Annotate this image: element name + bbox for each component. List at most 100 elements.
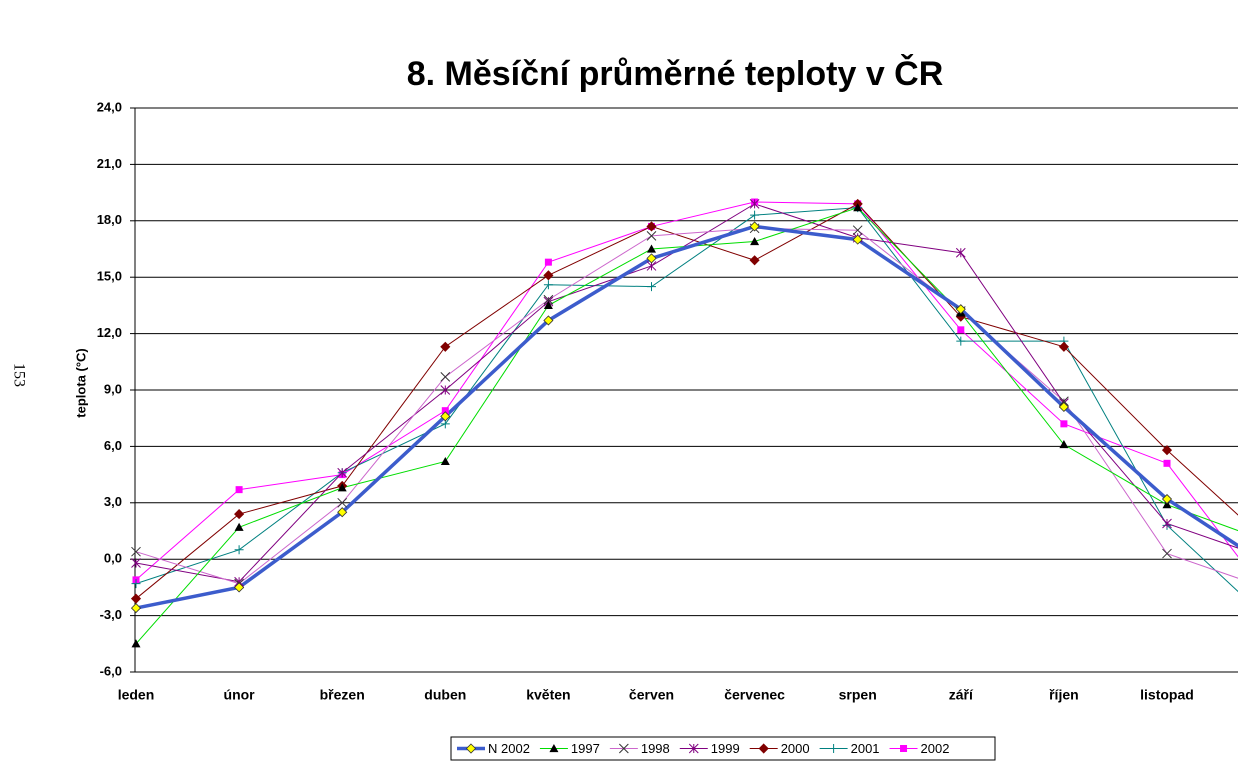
marker xyxy=(646,230,657,241)
x-tick-label: červen xyxy=(629,687,674,703)
x-tick-label: říjen xyxy=(1049,687,1079,703)
legend-label: 2001 xyxy=(851,741,880,756)
marker xyxy=(543,315,554,326)
marker xyxy=(618,743,629,754)
marker xyxy=(852,225,863,236)
series-line xyxy=(135,224,1238,610)
legend-box xyxy=(450,736,996,761)
x-tick-label: září xyxy=(949,687,974,703)
marker xyxy=(955,304,966,315)
y-tick-label: 18,0 xyxy=(97,212,122,227)
marker xyxy=(1162,518,1172,529)
marker xyxy=(543,294,554,305)
y-tick-label: -6,0 xyxy=(100,663,122,678)
marker xyxy=(1162,500,1172,509)
x-tick-label: srpen xyxy=(839,687,877,703)
marker xyxy=(440,456,450,466)
y-tick-label: 9,0 xyxy=(104,381,122,396)
marker xyxy=(1060,420,1068,428)
marker xyxy=(234,522,244,531)
marker xyxy=(465,743,477,754)
y-tick-label: -3,0 xyxy=(100,607,122,622)
marker xyxy=(440,411,451,422)
marker xyxy=(956,336,966,346)
marker xyxy=(749,221,760,232)
x-tick-label: březen xyxy=(320,687,365,703)
y-tick-label: 3,0 xyxy=(104,494,122,509)
marker xyxy=(337,483,347,492)
marker xyxy=(131,558,141,568)
marker xyxy=(688,743,699,754)
legend-label: 1999 xyxy=(711,741,740,756)
legend-label: 1997 xyxy=(571,741,600,756)
marker xyxy=(1059,396,1069,407)
y-axis-label: teplota (°C) xyxy=(73,348,88,417)
x-tick-label: květen xyxy=(526,687,570,703)
marker xyxy=(235,486,243,494)
marker xyxy=(1058,341,1069,352)
marker xyxy=(749,255,760,266)
series-line xyxy=(135,207,1238,593)
marker xyxy=(1162,548,1172,559)
y-tick-label: 15,0 xyxy=(97,269,122,284)
marker xyxy=(543,270,554,281)
marker xyxy=(131,579,141,589)
marker xyxy=(234,545,244,555)
marker xyxy=(543,300,553,309)
marker xyxy=(337,497,348,508)
marker xyxy=(1058,401,1069,412)
marker xyxy=(131,639,141,648)
legend-label: 1998 xyxy=(641,741,670,756)
marker xyxy=(750,236,760,246)
x-tick-label: listopad xyxy=(1140,687,1194,703)
x-tick-label: leden xyxy=(118,687,155,703)
series-line xyxy=(135,203,1238,583)
series-line xyxy=(135,207,1238,645)
marker xyxy=(829,744,839,753)
y-tick-label: 21,0 xyxy=(97,156,122,171)
marker xyxy=(549,744,559,753)
marker xyxy=(440,371,451,382)
marker xyxy=(758,743,769,754)
marker xyxy=(440,341,451,352)
marker xyxy=(337,507,348,518)
marker xyxy=(544,258,552,266)
marker xyxy=(900,745,908,752)
marker xyxy=(749,199,760,209)
marker xyxy=(750,210,760,220)
marker xyxy=(234,582,245,593)
marker xyxy=(441,407,449,415)
marker xyxy=(130,603,142,614)
series-line xyxy=(135,203,1238,600)
legend-label: N 2002 xyxy=(488,741,530,756)
marker xyxy=(647,244,656,253)
marker xyxy=(543,280,553,290)
marker xyxy=(1161,445,1173,456)
marker xyxy=(957,326,965,334)
series-line xyxy=(135,227,1238,585)
marker xyxy=(646,253,657,264)
x-tick-label: duben xyxy=(424,687,466,703)
marker xyxy=(131,546,141,557)
series-line xyxy=(135,201,1238,581)
x-tick-label: únor xyxy=(224,687,256,703)
x-tick-label: červenec xyxy=(724,687,785,703)
marker xyxy=(647,282,656,292)
marker xyxy=(234,509,245,520)
marker xyxy=(852,234,863,245)
marker xyxy=(1059,440,1069,449)
marker xyxy=(1163,459,1171,467)
marker xyxy=(955,247,966,258)
marker xyxy=(337,467,348,478)
y-tick-label: 6,0 xyxy=(104,438,122,453)
y-tick-label: 24,0 xyxy=(97,99,122,114)
legend-label: 2000 xyxy=(781,741,810,756)
marker xyxy=(646,221,657,232)
page-number: 153 xyxy=(10,363,27,387)
marker xyxy=(853,203,863,212)
marker xyxy=(1161,493,1173,505)
y-tick-label: 12,0 xyxy=(97,325,122,340)
legend-label: 2002 xyxy=(921,741,950,756)
